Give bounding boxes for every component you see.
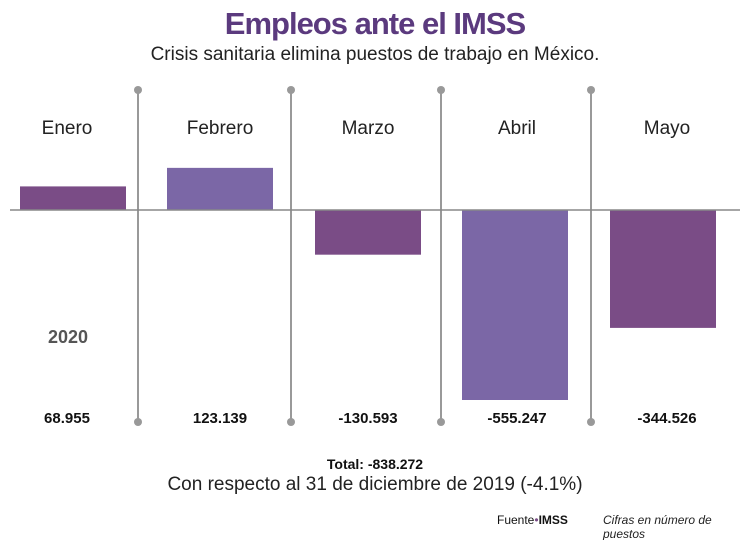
bar-abril — [462, 210, 568, 400]
chart-title: Empleos ante el IMSS — [224, 6, 526, 41]
bullet-icon: • — [534, 513, 539, 527]
divider-dot-bottom-1 — [134, 418, 142, 426]
units-note: Cifras en número de puestos — [603, 513, 712, 540]
category-label-enero: Enero — [41, 118, 93, 139]
source-label: Fuente•IMSS — [497, 513, 568, 527]
chart-subtitle: Crisis sanitaria elimina puestos de trab… — [150, 44, 600, 65]
divider-dot-top-1 — [134, 86, 142, 94]
data-label-enero: 68.955 — [44, 410, 90, 427]
divider-dot-bottom-4 — [587, 418, 595, 426]
data-label-abril: -555.247 — [487, 410, 547, 427]
comparison-note: Con respecto al 31 de diciembre de 2019 … — [167, 474, 583, 495]
divider-dot-bottom-3 — [437, 418, 445, 426]
data-label-mayo: -344.526 — [637, 410, 697, 427]
bar-mayo — [610, 210, 716, 328]
bar-febrero — [167, 167, 273, 210]
divider-dot-top-4 — [587, 86, 595, 94]
divider-dot-top-2 — [287, 86, 295, 94]
bar-enero — [20, 186, 126, 210]
year-label: 2020 — [48, 327, 89, 347]
category-label-marzo: Marzo — [341, 118, 395, 139]
category-label-mayo: Mayo — [643, 118, 691, 139]
category-label-abril: Abril — [497, 118, 536, 139]
source-prefix: Fuente — [497, 513, 535, 527]
divider-dot-bottom-2 — [287, 418, 295, 426]
category-label-febrero: Febrero — [186, 118, 254, 139]
divider-dot-top-3 — [437, 86, 445, 94]
source-name: IMSS — [538, 513, 568, 527]
data-label-marzo: -130.593 — [338, 410, 398, 427]
total-label: Total: -838.272 — [326, 456, 424, 472]
data-label-febrero: 123.139 — [192, 410, 248, 427]
bar-marzo — [315, 210, 421, 255]
